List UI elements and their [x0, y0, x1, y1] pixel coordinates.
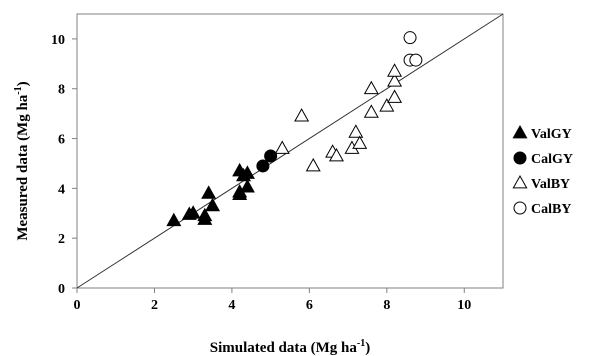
- valby-point: [363, 104, 379, 118]
- y-axis-label: Measured data (Mg ha-1): [13, 81, 31, 240]
- x-axis-ticks: 0 2 4 6 8 10: [74, 288, 471, 313]
- y-tick-label: 4: [58, 182, 65, 197]
- legend-label-calgy: CalGY: [531, 152, 573, 167]
- valby-point: [379, 98, 395, 112]
- valby-point: [274, 140, 290, 154]
- valgy-point: [205, 197, 221, 212]
- valby-point: [363, 80, 379, 95]
- y-tick-label: 10: [51, 33, 65, 48]
- y-tick-label: 8: [58, 83, 65, 98]
- calby-point: [403, 31, 417, 45]
- x-tick-label: 4: [228, 298, 235, 313]
- calgy-point: [256, 159, 270, 173]
- valby-point: [305, 157, 321, 172]
- legend-marker-calgy: [513, 151, 527, 165]
- valgy-point: [166, 212, 182, 227]
- valgy-point: [239, 179, 255, 193]
- x-axis-label: Simulated data (Mg ha-1): [210, 338, 370, 356]
- one-to-one-line: [76, 13, 504, 289]
- valby-point: [352, 135, 368, 149]
- y-tick-label: 0: [58, 282, 65, 297]
- calby-point: [409, 53, 423, 67]
- valby-point: [328, 147, 344, 162]
- x-tick-label: 6: [306, 298, 313, 313]
- legend-label-calby: CalBY: [531, 202, 571, 217]
- y-tick-label: 6: [58, 133, 65, 148]
- one-to-one-line-group: [76, 13, 504, 289]
- legend-label-valby: ValBY: [531, 177, 570, 192]
- legend-marker-valby: [512, 174, 528, 189]
- x-tick-label: 0: [74, 298, 81, 313]
- valby-point: [387, 73, 403, 87]
- valby-point: [387, 89, 403, 103]
- y-tick-label: 2: [58, 232, 65, 247]
- plot-frame: [76, 13, 504, 289]
- valgy-point: [185, 205, 201, 219]
- x-tick-label: 10: [457, 298, 471, 313]
- legend: ValGY CalGY ValBY CalBY: [512, 124, 573, 217]
- x-tick-label: 2: [151, 298, 158, 313]
- axes: [76, 13, 504, 289]
- x-tick-label: 8: [383, 298, 390, 313]
- valgy-point: [239, 165, 255, 179]
- valby-point: [348, 124, 364, 138]
- valgy-point: [201, 185, 217, 199]
- legend-marker-calby: [513, 201, 527, 215]
- legend-label-valgy: ValGY: [531, 127, 572, 142]
- calgy-point: [264, 149, 278, 163]
- legend-marker-valgy: [512, 124, 528, 139]
- y-axis-ticks: 0 2 4 6 8 10: [51, 33, 77, 297]
- data-points: [166, 31, 423, 227]
- valgy-point: [232, 162, 248, 177]
- valgy-point: [197, 207, 213, 222]
- valby-point: [294, 108, 310, 122]
- valby-point: [387, 63, 403, 77]
